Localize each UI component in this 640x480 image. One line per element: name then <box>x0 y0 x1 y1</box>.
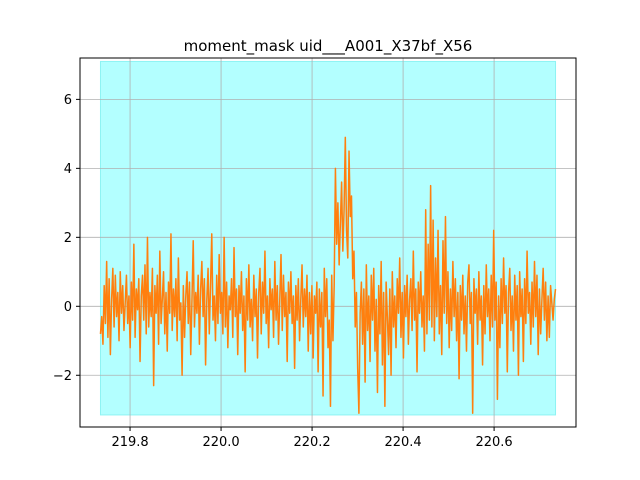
mask-region <box>99 60 557 416</box>
plot-area: 219.8 220.0 220.2 220.4 220.6 −2 0 2 4 6 <box>53 57 577 450</box>
x-tick-label: 220.6 <box>475 435 512 450</box>
x-tick-label: 219.8 <box>111 435 148 450</box>
y-tick-label: 6 <box>64 93 72 108</box>
y-tick-label: 4 <box>64 162 72 177</box>
x-tick-label: 220.4 <box>384 435 421 450</box>
x-tick-label: 220.2 <box>293 435 330 450</box>
axes-frame <box>79 57 577 428</box>
y-tick-label: 2 <box>64 231 72 246</box>
series-line <box>99 136 557 414</box>
x-tick-label: 220.0 <box>202 435 239 450</box>
y-tick-label: −2 <box>53 369 72 384</box>
y-tick-label: 0 <box>64 300 72 315</box>
chart-title: moment_mask uid___A001_X37bf_X56 <box>184 37 473 56</box>
